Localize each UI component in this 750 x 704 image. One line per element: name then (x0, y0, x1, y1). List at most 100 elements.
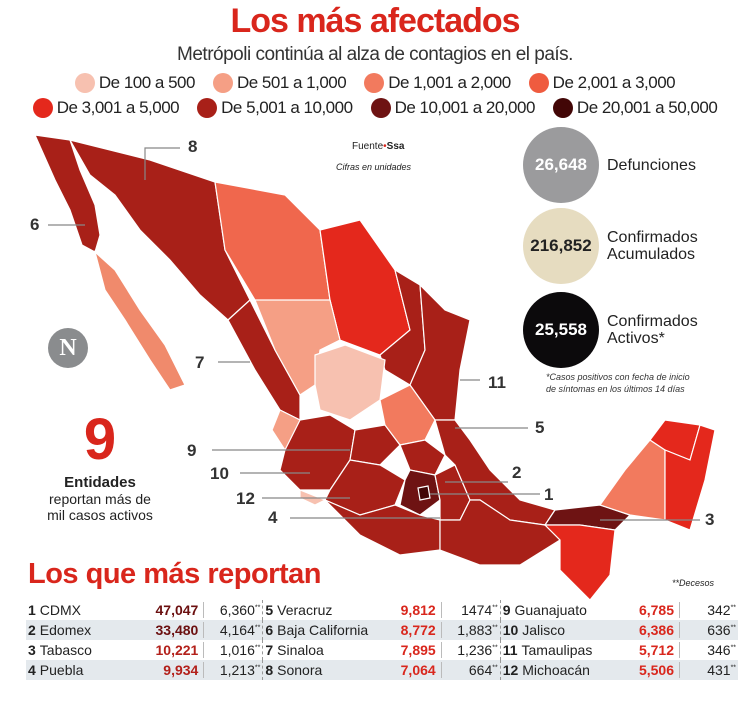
footnote-line: *Casos positivos con fecha de inicio (546, 372, 690, 382)
cases-value: 33,480 (134, 622, 205, 638)
state-name-cell: 4 Puebla (26, 662, 134, 678)
state-name-cell: 6 Baja California (263, 622, 371, 638)
state-entry: 8 Sonora 7,064 664** (263, 660, 501, 680)
rank: 10 (502, 622, 519, 638)
deaths-mark: ** (254, 604, 261, 612)
state-entry: 5 Veracruz 9,812 1474** (263, 600, 501, 620)
state-sonora (68, 139, 251, 321)
state-entry: 6 Baja California 8,772 1,883** (263, 620, 501, 640)
state-baja-california (34, 134, 101, 253)
map-label-9: 9 (187, 441, 197, 460)
state-sinaloa (227, 299, 301, 421)
state-name-cell: 8 Sonora (263, 662, 371, 678)
units-note: Cifras en unidades (336, 162, 412, 172)
compass-north-logo: N (48, 328, 88, 368)
rank: 11 (502, 642, 518, 658)
legend-label: De 5,001 a 10,000 (221, 98, 353, 117)
legend-label: De 1,001 a 2,000 (388, 73, 511, 92)
stat-label: Confirmados Activos* (607, 313, 698, 347)
legend-row-1: De 100 a 500 De 501 a 1,000 De 1,001 a 2… (0, 72, 750, 93)
legend-label: De 501 a 1,000 (236, 73, 347, 92)
mexico-map (34, 134, 716, 600)
map-label-10: 10 (210, 464, 229, 483)
state-name: Veracruz (277, 602, 333, 618)
cases-value: 10,221 (134, 642, 205, 658)
highlight-line: reportan más de (49, 491, 151, 507)
map-label-7: 7 (195, 353, 205, 372)
state-entry: 10 Jalisco 6,386 636** (501, 620, 738, 640)
cases-value: 6,785 (610, 602, 681, 618)
rank: 1 (28, 602, 36, 618)
state-name: Baja California (277, 622, 369, 638)
state-name: Sinaloa (277, 642, 324, 658)
legend-label: De 2,001 a 3,000 (552, 73, 676, 92)
cases-value: 7,895 (372, 642, 442, 658)
deaths-cell: 346** (680, 642, 738, 658)
deaths-value: 6,360 (219, 602, 255, 618)
legend-swatch (364, 72, 385, 93)
deaths-mark: ** (730, 644, 737, 652)
stat-label-line: Confirmados (607, 313, 698, 330)
deaths-mark: ** (254, 664, 261, 672)
state-entry: 3 Tabasco 10,221 1,016** (26, 640, 264, 660)
rank: 2 (28, 622, 36, 638)
highlight-number: 9 (83, 407, 117, 472)
deaths-mark: ** (254, 624, 261, 632)
deaths-value: 1,213 (219, 662, 255, 678)
legend-swatch (74, 72, 95, 93)
cases-value: 8,772 (372, 622, 442, 638)
state-name-cell: 10 Jalisco (501, 622, 610, 638)
state-name-cell: 7 Sinaloa (263, 642, 371, 658)
highlight-title: Entidades (64, 474, 136, 491)
deaths-cell: 431** (680, 662, 738, 678)
legend-label: De 10,001 a 20,000 (394, 98, 536, 117)
rank: 6 (265, 622, 274, 638)
deaths-mark: ** (254, 644, 261, 652)
map-label-3: 3 (705, 510, 715, 529)
stat-confirmed-active: 25,558 Confirmados Activos* (523, 292, 698, 368)
deaths-mark: ** (730, 664, 737, 672)
ranking-title: Los que más reportan (28, 558, 321, 590)
state-quintana-roo (664, 424, 716, 531)
state-name: Edomex (39, 622, 92, 638)
leader-lines (48, 147, 700, 521)
state-name: Puebla (39, 662, 84, 678)
state-guanajuato (349, 424, 401, 466)
state-campeche (599, 439, 666, 521)
legend-item: De 5,001 a 10,000 (197, 97, 353, 118)
state-name: Tabasco (39, 642, 92, 658)
deaths-mark: ** (492, 664, 498, 672)
legend-swatch (528, 72, 549, 93)
deaths-value: 1,016 (219, 642, 255, 658)
deaths-mark: ** (492, 644, 498, 652)
cases-value: 7,064 (372, 662, 442, 678)
deaths-cell: 636** (680, 622, 738, 638)
legend-item: De 1,001 a 2,000 (364, 72, 511, 93)
ranking-table: 1 CDMX 47,047 6,360** 5 Veracruz 9,812 147… (26, 600, 738, 680)
highlight-text: Entidades reportan más de mil casos acti… (20, 474, 180, 524)
map-label-2: 2 (512, 463, 522, 482)
cases-value: 5,712 (610, 642, 681, 658)
table-row: 1 CDMX 47,047 6,360** 5 Veracruz 9,812 147… (26, 600, 738, 620)
deaths-value: 342 (707, 602, 731, 618)
legend-label: De 20,001 a 50,000 (576, 98, 718, 117)
cases-value: 47,047 (134, 602, 205, 618)
deaths-value: 1,883 (457, 622, 493, 638)
state-chiapas (543, 524, 616, 600)
deaths-cell: 342** (680, 602, 738, 618)
deaths-value: 4,164 (219, 622, 255, 638)
rank: 12 (502, 662, 519, 678)
highlight-line: mil casos activos (47, 507, 153, 523)
cases-value: 9,934 (134, 662, 205, 678)
subtitle: Metrópoli continúa al alza de contagios … (177, 44, 573, 65)
table-row: 4 Puebla 9,934 1,213** 8 Sonora 7,064 664*… (26, 660, 738, 680)
page-title: Los más afectados (230, 2, 520, 40)
stat-label-line: Acumulados (607, 246, 696, 263)
stat-confirmed-total: 216,852 Confirmados Acumulados (523, 208, 698, 284)
deaths-mark: ** (492, 624, 498, 632)
rank: 4 (28, 662, 36, 678)
legend-item: De 100 a 500 (74, 72, 195, 93)
deaths-cell: 4,164** (204, 622, 262, 638)
legend-swatch (32, 97, 53, 118)
deaths-cell: 1,016** (204, 642, 262, 658)
